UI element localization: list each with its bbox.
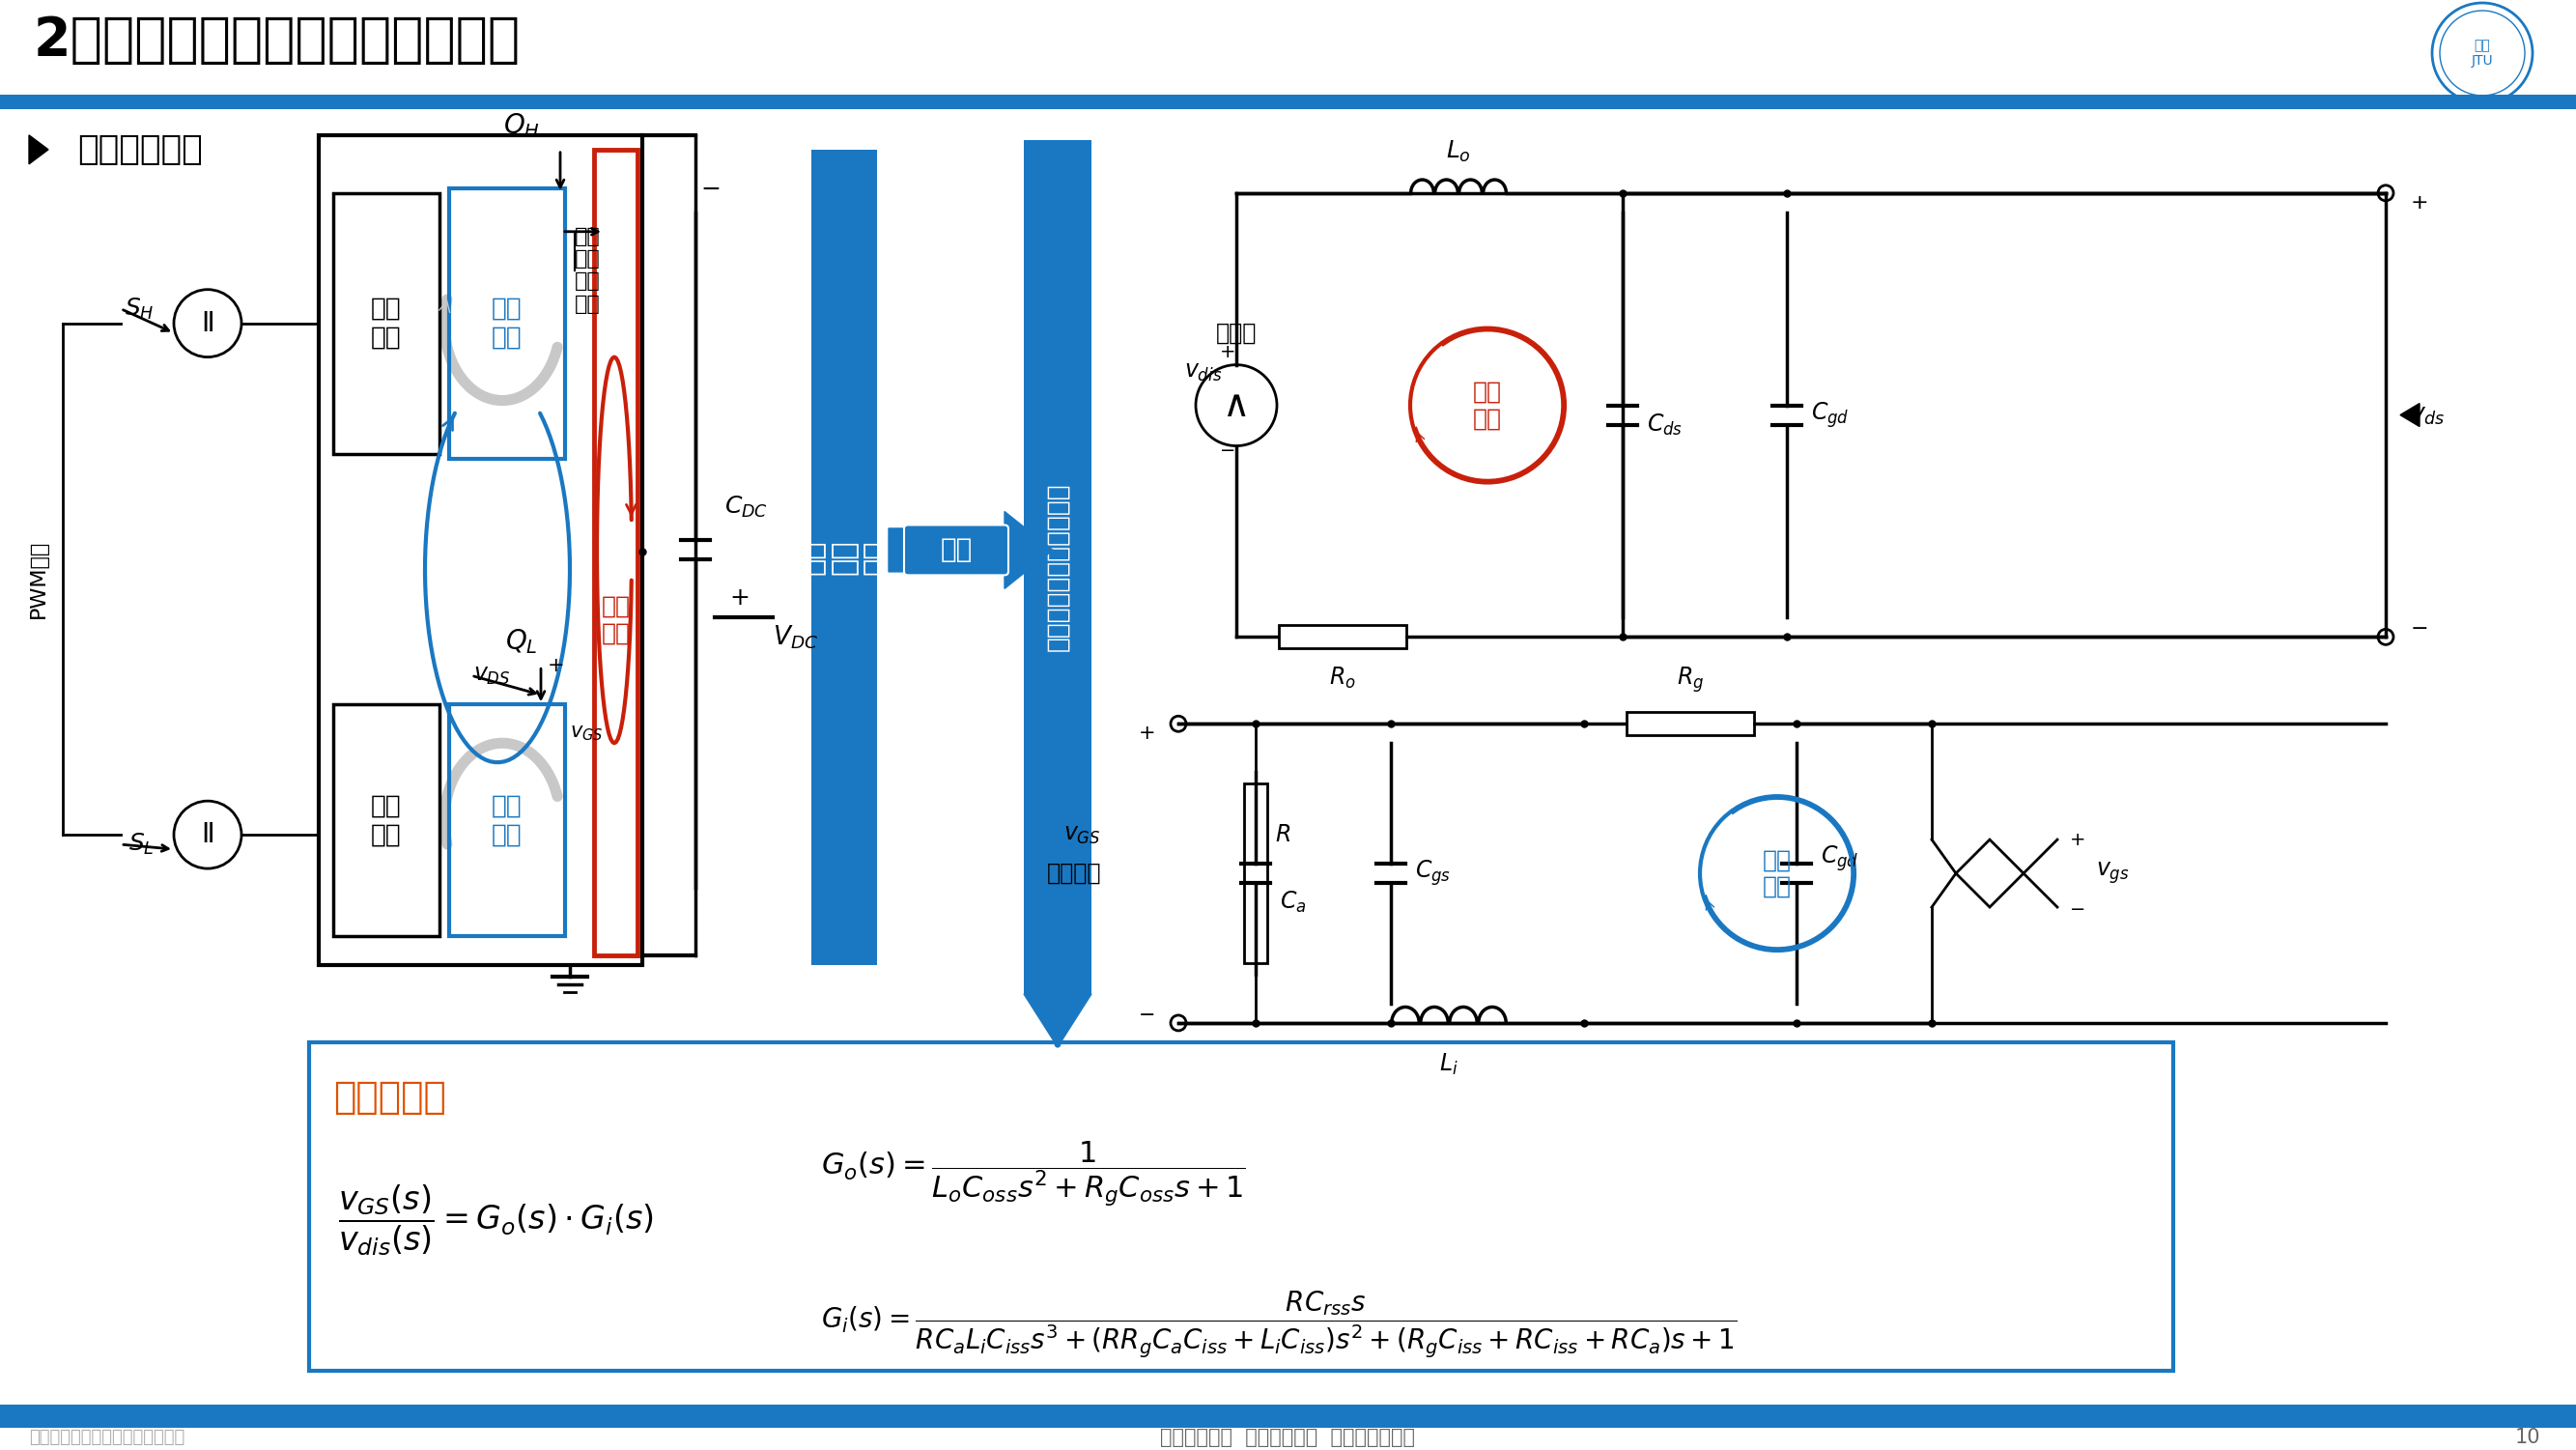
FancyArrowPatch shape	[124, 310, 167, 331]
Text: $v_{DS}$: $v_{DS}$	[474, 664, 510, 687]
Text: 驱动
芯片: 驱动 芯片	[371, 296, 402, 351]
Text: 中国电工技术学会新媒体平台发布: 中国电工技术学会新媒体平台发布	[28, 1430, 185, 1447]
Text: 干扰传导路径的等效电路: 干扰传导路径的等效电路	[1046, 483, 1069, 651]
Text: 桥臂
结构
电路: 桥臂 结构 电路	[799, 539, 891, 574]
Text: 驱动
回路: 驱动 回路	[492, 296, 523, 351]
Text: $C_{gd}$: $C_{gd}$	[1811, 400, 1850, 429]
Text: $Q_L$: $Q_L$	[505, 628, 538, 657]
FancyArrowPatch shape	[124, 845, 167, 851]
Text: 简化: 简化	[940, 536, 971, 564]
Text: 2、高速开关动作干扰栅极的路径: 2、高速开关动作干扰栅极的路径	[33, 14, 520, 67]
Text: $R$: $R$	[1275, 824, 1291, 847]
Text: $+$: $+$	[729, 587, 750, 610]
Text: $+$: $+$	[2411, 193, 2427, 212]
Text: 脉冲电压干扰: 脉冲电压干扰	[77, 133, 204, 165]
Text: 栅源电压: 栅源电压	[1046, 861, 1100, 884]
FancyArrowPatch shape	[626, 503, 636, 515]
Text: $v_{ds}$: $v_{ds}$	[2411, 403, 2445, 426]
Text: $G_o(s)=\dfrac{1}{L_oC_{oss}s^2+R_gC_{oss}s+1}$: $G_o(s)=\dfrac{1}{L_oC_{oss}s^2+R_gC_{os…	[822, 1138, 1247, 1208]
Polygon shape	[1244, 783, 1267, 963]
FancyBboxPatch shape	[904, 525, 1007, 576]
Text: $V_{DC}$: $V_{DC}$	[773, 624, 819, 651]
Text: $R_o$: $R_o$	[1329, 666, 1355, 692]
Text: $C_{gs}$: $C_{gs}$	[1414, 858, 1450, 889]
Text: Ⅱ: Ⅱ	[201, 310, 214, 336]
Text: 10: 10	[2514, 1428, 2540, 1447]
Text: 北京交通大学  电气工程学院  电力电子研究所: 北京交通大学 电气工程学院 电力电子研究所	[1159, 1428, 1414, 1447]
Text: $v_{GS}$: $v_{GS}$	[569, 724, 603, 742]
Text: $+$: $+$	[1139, 724, 1154, 742]
Text: ∧: ∧	[1224, 387, 1249, 423]
Text: Ⅱ: Ⅱ	[201, 821, 214, 848]
Text: $C_a$: $C_a$	[1280, 890, 1306, 915]
FancyArrowPatch shape	[564, 229, 598, 235]
FancyArrowPatch shape	[443, 418, 453, 431]
Text: $-$: $-$	[1139, 1003, 1154, 1022]
Text: $\dfrac{v_{GS}(s)}{v_{dis}(s)}=G_o(s)\cdot G_i(s)$: $\dfrac{v_{GS}(s)}{v_{dis}(s)}=G_o(s)\cd…	[337, 1182, 654, 1257]
FancyArrowPatch shape	[1705, 900, 1713, 911]
Polygon shape	[811, 149, 876, 966]
Polygon shape	[2401, 403, 2419, 426]
Text: $R_g$: $R_g$	[1677, 666, 1703, 695]
Text: 功率
回路: 功率 回路	[1473, 380, 1502, 431]
FancyArrow shape	[889, 512, 1054, 589]
Text: $L_o$: $L_o$	[1445, 139, 1471, 164]
Text: $v_{gs}$: $v_{gs}$	[2097, 860, 2130, 886]
Text: $+$: $+$	[1218, 344, 1234, 361]
Text: 功率
回路: 功率 回路	[600, 594, 631, 645]
Text: $C_{ds}$: $C_{ds}$	[1646, 412, 1682, 438]
Polygon shape	[1955, 840, 2025, 908]
Text: 干扰源: 干扰源	[1216, 322, 1257, 345]
FancyArrowPatch shape	[1048, 1009, 1066, 1044]
Text: $C_{DC}$: $C_{DC}$	[724, 494, 768, 519]
Polygon shape	[0, 1404, 2576, 1428]
Polygon shape	[1023, 141, 1092, 995]
FancyArrowPatch shape	[474, 676, 536, 695]
Text: $G_i(s)=\dfrac{RC_{rss}s}{RC_aL_iC_{iss}s^3+(RR_gC_aC_{iss}+L_iC_{iss})s^2+(R_gC: $G_i(s)=\dfrac{RC_{rss}s}{RC_aL_iC_{iss}…	[822, 1289, 1736, 1359]
Text: 驱动
回路: 驱动 回路	[492, 793, 523, 847]
Text: $S_H$: $S_H$	[126, 296, 155, 322]
Text: 桥臂
中点
输出
端口: 桥臂 中点 输出 端口	[574, 228, 600, 313]
Text: $v_{dis}$: $v_{dis}$	[1185, 360, 1221, 383]
Text: $-$: $-$	[701, 177, 719, 200]
Polygon shape	[1278, 625, 1406, 648]
Text: $-$: $-$	[1218, 439, 1234, 458]
FancyArrowPatch shape	[440, 300, 451, 313]
Text: 驱动
回路: 驱动 回路	[1762, 848, 1793, 899]
FancyArrowPatch shape	[538, 668, 544, 699]
Polygon shape	[0, 94, 2576, 109]
Text: $+$: $+$	[2069, 831, 2084, 848]
Text: $-$: $-$	[2411, 618, 2427, 637]
Text: $S_L$: $S_L$	[129, 832, 155, 857]
Text: $L_i$: $L_i$	[1440, 1051, 1458, 1077]
Text: 传递函数：: 传递函数：	[332, 1079, 446, 1115]
Text: $C_{gd}$: $C_{gd}$	[1821, 844, 1860, 874]
Polygon shape	[1023, 995, 1092, 1047]
Text: 交大
JTU: 交大 JTU	[2470, 39, 2494, 68]
Text: $Q_H$: $Q_H$	[502, 112, 541, 141]
FancyArrowPatch shape	[1417, 432, 1425, 442]
Text: $v_{GS}$: $v_{GS}$	[1064, 824, 1100, 847]
Text: 驱动
芯片: 驱动 芯片	[371, 793, 402, 847]
FancyArrowPatch shape	[556, 152, 564, 187]
Text: $+$: $+$	[546, 657, 564, 676]
Polygon shape	[1625, 712, 1754, 735]
Text: $-$: $-$	[2069, 898, 2084, 916]
Text: PWM信号: PWM信号	[28, 539, 49, 618]
Polygon shape	[28, 135, 49, 164]
